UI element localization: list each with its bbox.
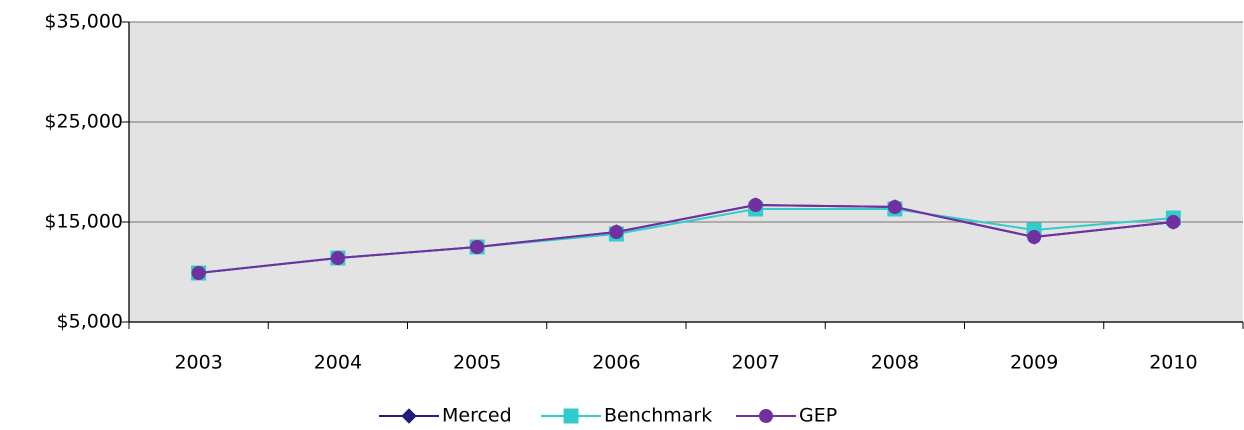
data-point bbox=[1027, 230, 1042, 244]
data-point bbox=[887, 200, 902, 214]
x-tick-label: 2010 bbox=[1149, 352, 1197, 374]
data-point bbox=[1166, 215, 1181, 229]
plot-area bbox=[129, 22, 1243, 322]
legend-label: Merced bbox=[442, 405, 512, 427]
data-point bbox=[609, 225, 624, 239]
x-tick-label: 2006 bbox=[592, 352, 640, 374]
x-tick-label: 2008 bbox=[871, 352, 919, 374]
data-point bbox=[191, 266, 206, 280]
x-tick-label: 2005 bbox=[453, 352, 501, 374]
y-tick-label: $15,000 bbox=[44, 211, 123, 233]
series-line bbox=[198, 203, 1174, 274]
legend-marker bbox=[759, 409, 773, 423]
y-tick-label: $25,000 bbox=[44, 111, 123, 133]
x-tick-label: 2009 bbox=[1010, 352, 1058, 374]
legend-label: Benchmark bbox=[604, 405, 712, 427]
data-point bbox=[330, 251, 345, 265]
y-tick-label: $35,000 bbox=[44, 11, 123, 33]
data-point bbox=[470, 240, 485, 254]
legend-label: GEP bbox=[799, 405, 837, 427]
y-tick-label: $5,000 bbox=[57, 311, 123, 333]
data-point bbox=[748, 198, 763, 212]
x-tick-label: 2004 bbox=[314, 352, 362, 374]
legend-marker bbox=[563, 408, 579, 424]
x-tick-label: 2003 bbox=[174, 352, 222, 374]
x-tick-label: 2007 bbox=[731, 352, 779, 374]
legend-marker bbox=[401, 408, 417, 424]
